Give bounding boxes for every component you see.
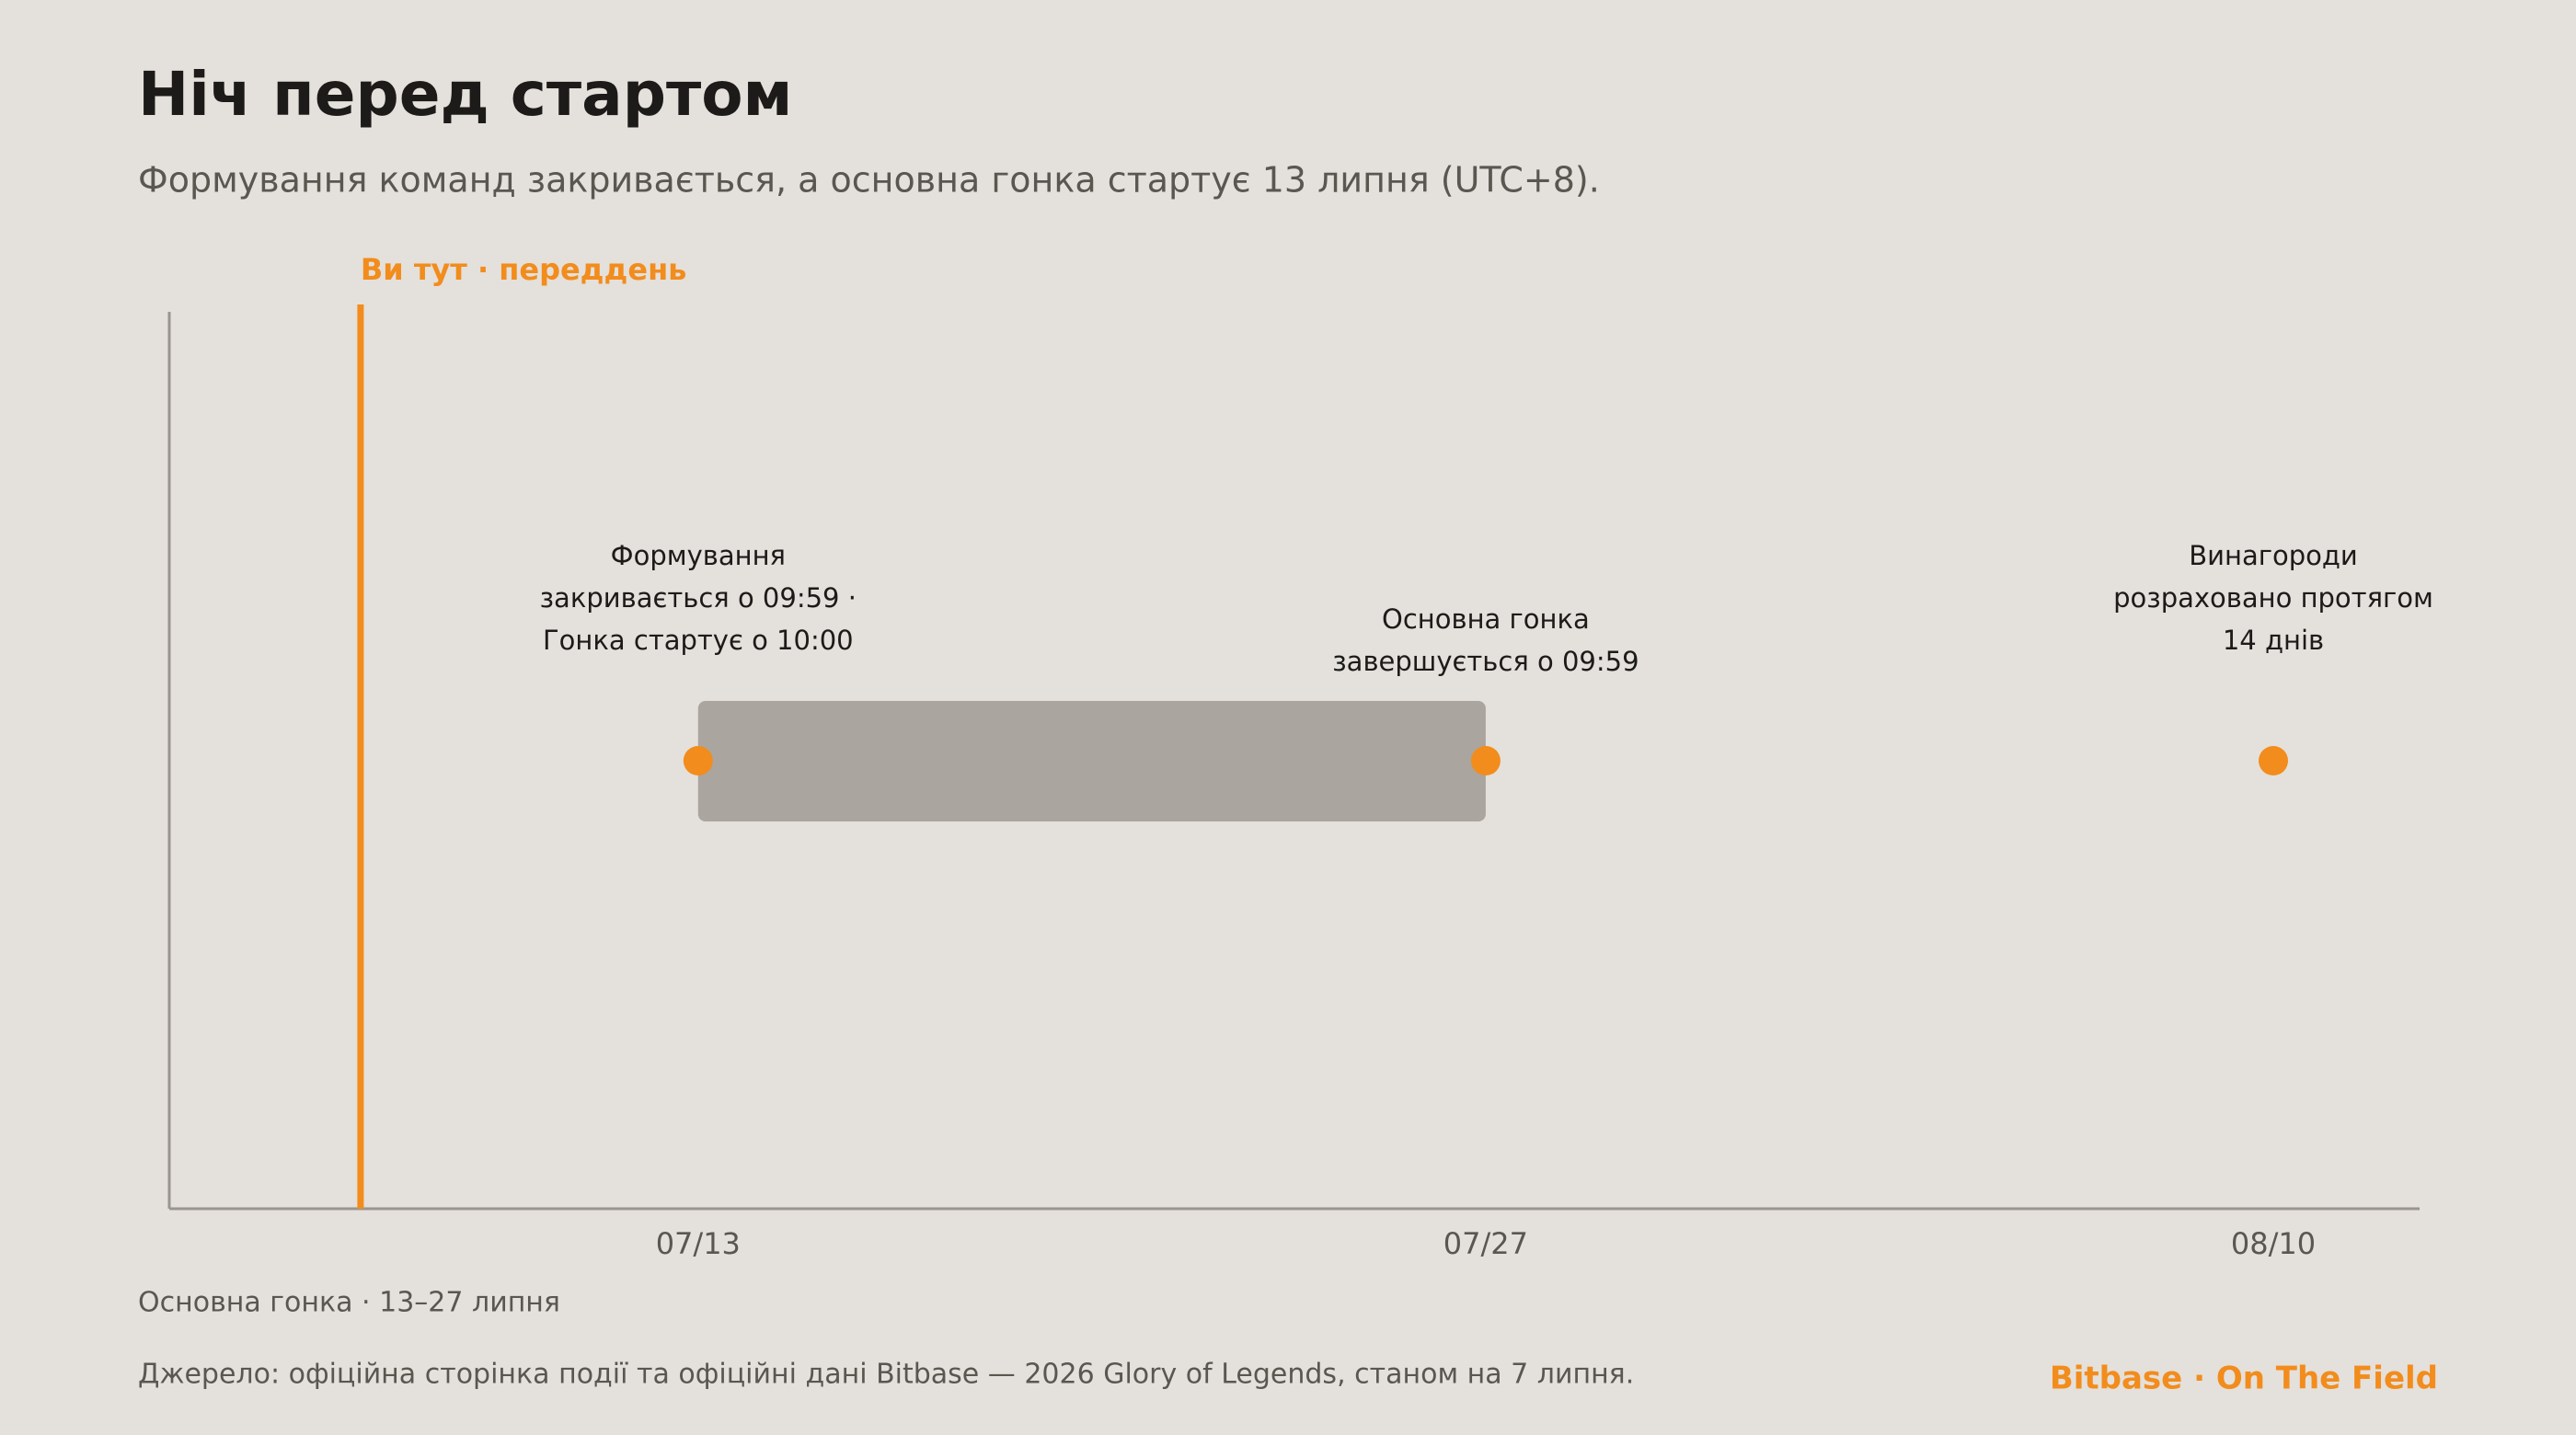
event-label: Формування — [611, 540, 786, 571]
event-label: Основна гонка — [1382, 603, 1590, 635]
range-bar — [697, 701, 1486, 821]
chart-title: Ніч перед стартом — [138, 59, 793, 130]
event-point — [2259, 746, 2289, 775]
event-point — [683, 746, 713, 775]
x-tick-label: 08/10 — [2231, 1226, 2316, 1261]
event-label: Винагороди — [2189, 540, 2358, 571]
brand: Bitbase · On The Field — [2050, 1360, 2438, 1397]
source: Джерело: офіційна сторінка події та офіц… — [138, 1359, 1634, 1391]
event-label: розраховано протягом — [2113, 582, 2433, 614]
x-tick-label: 07/27 — [1443, 1226, 1528, 1261]
marker-label: Ви тут · переддень — [361, 252, 687, 287]
event-label: закривається о 09:59 · — [540, 582, 857, 614]
note: Основна гонка · 13–27 липня — [138, 1287, 560, 1319]
chart-subtitle: Формування команд закривається, а основн… — [138, 160, 1600, 201]
event-label: 14 днів — [2223, 625, 2324, 656]
event-label: Гонка стартує о 10:00 — [543, 625, 854, 656]
event-label: завершується о 09:59 — [1332, 646, 1639, 677]
event-point — [1470, 746, 1501, 775]
x-tick-label: 07/13 — [656, 1226, 741, 1261]
